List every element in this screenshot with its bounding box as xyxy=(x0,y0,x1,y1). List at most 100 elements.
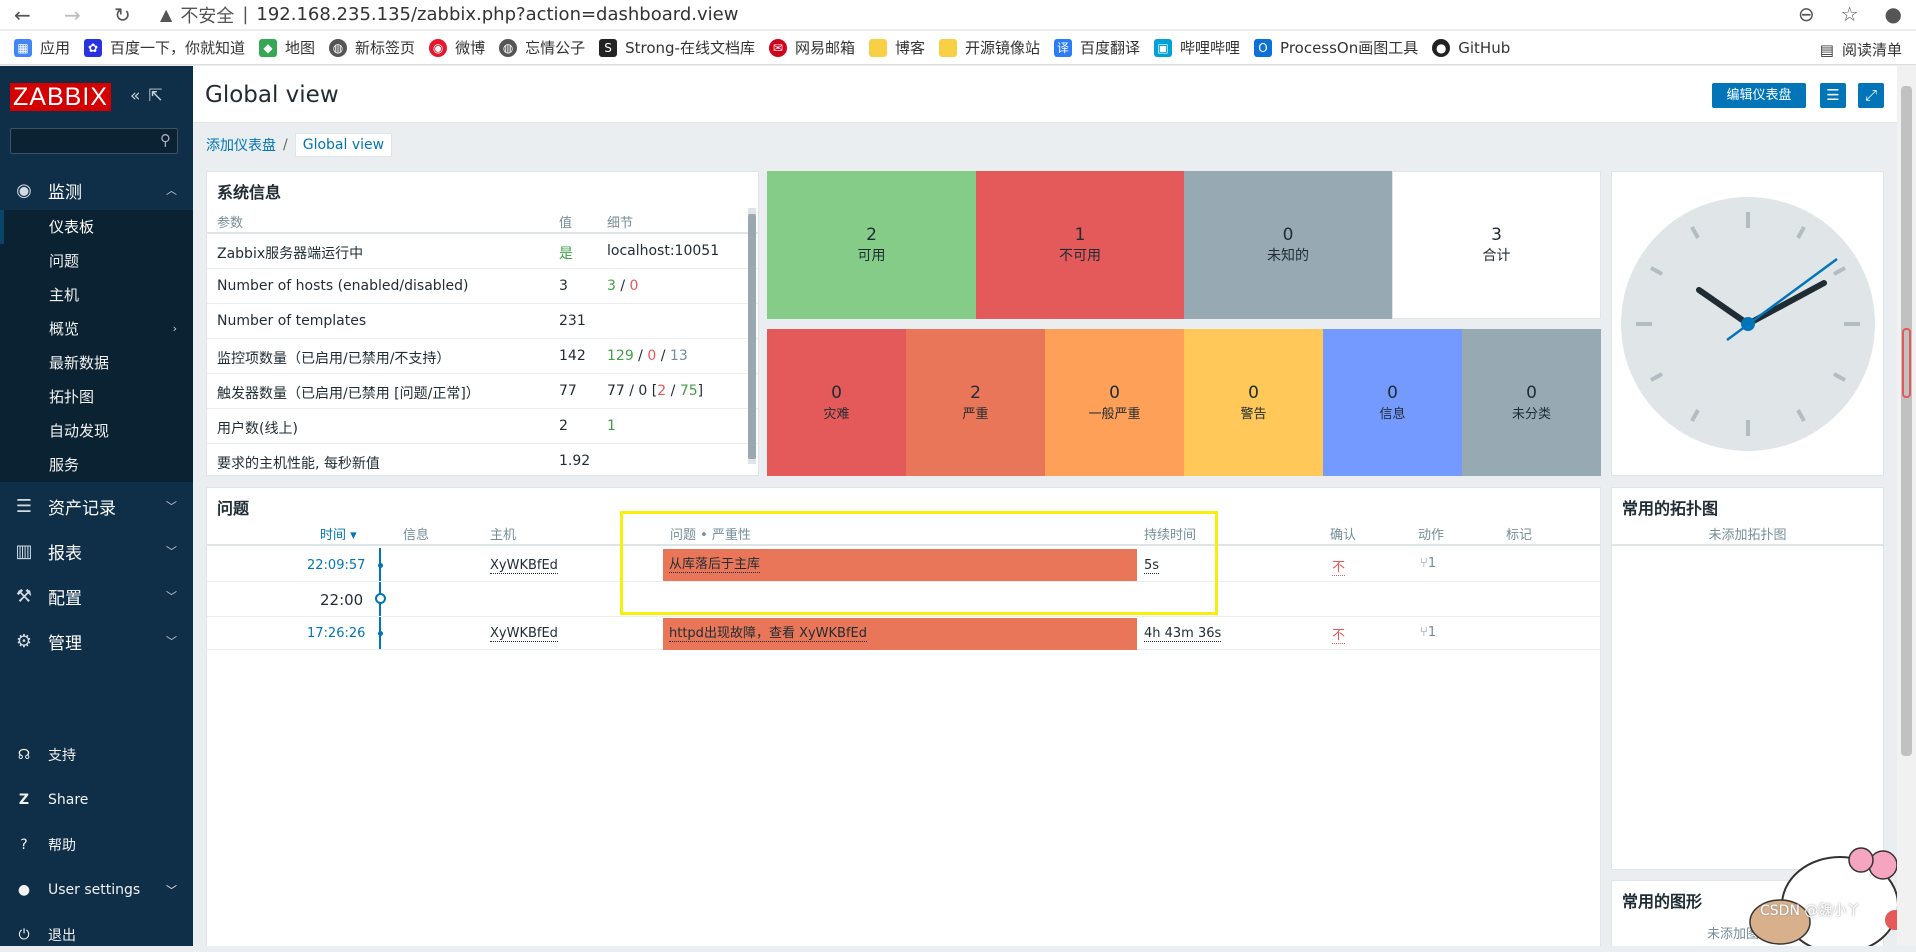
actions-icon[interactable]: ⑂ 1 xyxy=(1420,556,1437,571)
reload-icon[interactable]: ↻ xyxy=(114,2,131,27)
problem-host[interactable]: XyWKBfEd xyxy=(490,558,558,574)
menu-inventory[interactable]: ☰ 资产记录 ﹀ xyxy=(15,495,177,519)
host-unknown[interactable]: 0 未知的 xyxy=(1184,171,1392,319)
menu-monitoring[interactable]: ◉ 监测 ︿ xyxy=(0,170,193,210)
insecure-label[interactable]: 不安全 xyxy=(180,5,235,27)
apps-grid-icon: ▦ xyxy=(14,38,32,57)
sidebar-item-services[interactable]: 服务 xyxy=(49,456,80,474)
menu-administration[interactable]: ⚙ 管理 ﹀ xyxy=(15,630,177,654)
fullscreen-icon[interactable]: ⤢ xyxy=(1858,83,1884,108)
severity-information[interactable]: 0 信息 xyxy=(1323,329,1462,476)
host-total[interactable]: 3 合计 xyxy=(1392,171,1601,319)
address-bar[interactable]: 192.168.235.135/zabbix.php?action=dashbo… xyxy=(256,4,739,25)
problem-time[interactable]: 22:09:57 xyxy=(307,558,366,573)
breadcrumb-dashboards[interactable]: 添加仪表盘 xyxy=(206,138,276,154)
chevron-down-icon: ﹀ xyxy=(166,500,177,513)
severity-high[interactable]: 2 严重 xyxy=(906,329,1045,476)
processon-icon: O xyxy=(1254,38,1273,57)
bookmark-fanyi[interactable]: 译百度翻译 xyxy=(1054,37,1140,58)
detail-cell: 1 xyxy=(607,418,616,434)
severity-average[interactable]: 0 一般严重 xyxy=(1045,329,1184,476)
browser-toolbar: ← → ↻ ▲ 不安全 | 192.168.235.135/zabbix.php… xyxy=(0,0,1916,29)
share-icon: Z xyxy=(18,792,30,808)
menu-share[interactable]: Z Share xyxy=(0,783,193,817)
help-icon: ? xyxy=(20,837,28,853)
reading-list[interactable]: ▤ 阅读清单 xyxy=(1819,40,1902,60)
problem-duration[interactable]: 4h 43m 36s xyxy=(1144,626,1222,642)
detail-cell: 3 / 0 xyxy=(607,278,639,294)
sidebar-item-dashboard[interactable]: 仪表板 xyxy=(0,210,193,244)
bookmark-strong[interactable]: S Strong-在线文档库 xyxy=(599,37,755,58)
star-icon[interactable]: ☆ xyxy=(1840,2,1859,26)
widget-title: 常用的拓扑图 xyxy=(1622,499,1719,518)
bookmark-map[interactable]: ◆ 地图 xyxy=(259,37,315,58)
problem-host[interactable]: XyWKBfEd xyxy=(490,626,558,642)
user-icon: ● xyxy=(17,882,31,898)
sidebar-item-maps[interactable]: 拓扑图 xyxy=(49,388,95,406)
problem-name[interactable]: httpd出现故障，查看 XyWKBfEd xyxy=(663,618,1137,650)
host-unavailable[interactable]: 1 不可用 xyxy=(976,171,1184,319)
bookmark-wangqing[interactable]: ◍ 忘情公子 xyxy=(499,37,585,58)
page-scrollbar[interactable] xyxy=(1897,66,1916,946)
detail-cell: 129 / 0 / 13 xyxy=(607,348,688,364)
reading-list-icon: ▤ xyxy=(1819,40,1834,59)
watermark: CSDN @魏小丫 xyxy=(1760,903,1861,919)
time-marker: 22:00 xyxy=(320,591,364,609)
favorite-maps-widget: 常用的拓扑图 未添加拓扑图 xyxy=(1611,487,1884,870)
menu-help[interactable]: ? 帮助 xyxy=(0,828,193,862)
ack-status[interactable]: 不 xyxy=(1332,624,1346,644)
bookmark-mirror[interactable]: 开源镜像站 xyxy=(938,37,1040,58)
column-time[interactable]: 时间 ▾ xyxy=(320,528,357,543)
warning-icon[interactable]: ▲ xyxy=(160,5,173,24)
widget-scrollbar[interactable] xyxy=(748,208,756,464)
severity-warning[interactable]: 0 警告 xyxy=(1184,329,1323,476)
host-available[interactable]: 2 可用 xyxy=(767,171,976,319)
severity-disaster[interactable]: 0 灾难 xyxy=(767,329,906,476)
bookmark-processon[interactable]: O ProcessOn画图工具 xyxy=(1254,37,1418,58)
breadcrumb-current[interactable]: Global view xyxy=(294,133,393,157)
menu-user-settings[interactable]: ● User settings ﹀ xyxy=(17,882,177,898)
breadcrumb: 添加仪表盘 / Global view xyxy=(206,133,393,157)
zoom-icon[interactable]: ⊖ xyxy=(1797,2,1815,26)
bookmark-mail[interactable]: ✉ 网易邮箱 xyxy=(768,37,855,58)
sidebar-item-discovery[interactable]: 自动发现 xyxy=(49,422,110,440)
bookmark-newtab[interactable]: ◍ 新标签页 xyxy=(329,37,415,58)
actions-icon[interactable]: ⑂ 1 xyxy=(1420,625,1437,640)
bookmark-blog[interactable]: 博客 xyxy=(868,37,925,58)
menu-support[interactable]: ☊ 支持 xyxy=(17,747,76,764)
chevron-right-icon: › xyxy=(172,322,177,335)
edit-dashboard-button[interactable]: 编辑仪表盘 xyxy=(1712,83,1806,108)
severity-not-classified[interactable]: 0 未分类 xyxy=(1462,329,1601,476)
bookmark-apps[interactable]: ▦ 应用 xyxy=(14,37,70,58)
sidebar-item-problems[interactable]: 问题 xyxy=(49,252,80,270)
bookmark-weibo[interactable]: ◉ 微博 xyxy=(429,37,485,58)
bookmark-baidu[interactable]: ✿ 百度一下，你就知道 xyxy=(84,37,245,58)
ack-status[interactable]: 不 xyxy=(1332,556,1346,576)
page-title: Global view xyxy=(205,82,339,108)
search-icon[interactable]: ⚲ xyxy=(160,131,171,149)
value-cell: 2 xyxy=(559,418,568,434)
system-info-widget: 系统信息 参数 值 细节 Zabbix服务器端运行中 是 localhost:1… xyxy=(206,171,759,476)
search-input[interactable]: ⚲ xyxy=(10,128,178,154)
bookmark-github[interactable]: ● GitHub xyxy=(1432,38,1510,57)
menu-icon[interactable]: ☰ xyxy=(1820,83,1846,108)
menu-logout[interactable]: ⏻ 退出 xyxy=(0,918,193,952)
widget-title: 系统信息 xyxy=(217,183,282,202)
bar-chart-icon: ▥ xyxy=(15,540,33,562)
back-icon[interactable]: ← xyxy=(14,2,31,27)
kiosk-icon[interactable]: ⇱ xyxy=(148,86,171,106)
column-actions: 动作 xyxy=(1418,528,1445,543)
menu-configuration[interactable]: ⚒ 配置 ﹀ xyxy=(15,585,177,609)
problem-name[interactable]: 从库落后于主库 xyxy=(663,549,1137,581)
profile-icon[interactable]: ● xyxy=(1884,2,1902,26)
problem-time[interactable]: 17:26:26 xyxy=(307,626,366,641)
bookmark-bilibili[interactable]: ▣ 哔哩哔哩 xyxy=(1154,37,1240,58)
sidebar-item-overview[interactable]: 概览 › xyxy=(0,312,193,346)
forward-icon[interactable]: → xyxy=(64,2,81,27)
sidebar-item-hosts[interactable]: 主机 xyxy=(49,286,80,304)
collapse-icon[interactable]: « xyxy=(130,86,149,106)
zabbix-logo[interactable]: ZABBIX xyxy=(10,83,111,111)
problem-duration[interactable]: 5s xyxy=(1144,558,1160,574)
menu-reports[interactable]: ▥ 报表 ﹀ xyxy=(15,540,177,564)
sidebar-item-latest-data[interactable]: 最新数据 xyxy=(49,354,110,372)
